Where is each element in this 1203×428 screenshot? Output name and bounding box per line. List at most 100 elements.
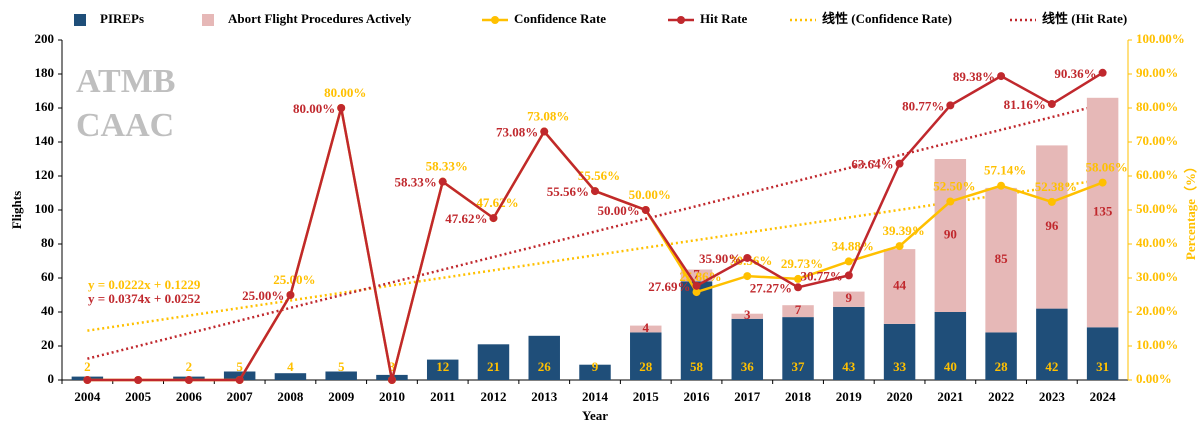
bar [680,281,713,380]
point [692,281,701,290]
legend-swatch [677,16,685,24]
y2-tick-label: 70.00% [1136,133,1178,148]
bar-label: 12 [436,359,449,374]
y2-tick-label: 30.00% [1136,269,1178,284]
point [83,376,92,384]
point-label: 73.08% [496,125,538,140]
bar [630,325,662,333]
bar [528,335,560,380]
y-tick-label: 120 [35,167,55,182]
point [1047,197,1056,206]
bar-label: 2 [84,359,91,374]
y-tick-label: 60 [41,269,54,284]
bar [985,332,1017,380]
point [489,214,498,223]
point [387,376,396,384]
point [286,291,295,299]
bar-label: 58 [690,359,704,374]
point [844,271,853,280]
y-tick-label: 180 [35,65,55,80]
bar [1036,145,1068,309]
bar-label: 135 [1093,204,1113,219]
x-tick-label: 2021 [937,389,963,404]
bar [731,318,764,380]
legend-swatch [491,16,499,24]
point [235,376,244,384]
point-label: 55.56% [547,184,589,199]
bar-label: 85 [995,251,1009,266]
y2-tick-label: 50.00% [1136,201,1178,216]
y2-tick-label: 40.00% [1136,235,1178,250]
bar [833,291,865,307]
x-tick-label: 2008 [277,389,304,404]
bar-label: 21 [487,359,500,374]
point-label: 52.50% [933,178,975,193]
y-tick-label: 0 [48,371,55,386]
legend-label: Abort Flight Procedures Actively [228,11,412,26]
bar [782,305,814,318]
y2-tick-label: 90.00% [1136,65,1178,80]
bar-label: 96 [1045,218,1059,233]
annotation: CAAC [76,107,174,144]
point-label: 89.38% [953,69,995,84]
bar [782,317,814,380]
point [743,253,752,262]
trend-equation: y = 0.0222x + 0.1229 [88,277,201,292]
bar-label: 44 [893,277,907,292]
y-tick-label: 100 [35,201,55,216]
x-tick-label: 2004 [74,389,101,404]
y-tick-label: 20 [41,337,54,352]
point [438,177,447,186]
point [997,72,1006,81]
x-tick-label: 2024 [1090,389,1117,404]
bar-label: 26 [538,359,552,374]
point [540,127,549,136]
point-label: 30.77% [801,268,843,283]
x-tick-label: 2011 [430,389,455,404]
bar-label: 3 [744,307,751,322]
point-label: 47.62% [476,195,518,210]
point [844,257,853,266]
point [895,159,904,168]
point-label: 29.73% [781,256,823,271]
bar [883,323,916,380]
x-tick-label: 2005 [125,389,152,404]
y2-axis-label: Percentage（%） [1183,160,1198,260]
legend-label: Hit Rate [700,11,748,26]
bar-label: 9 [846,290,853,305]
point-label: 35.90% [699,251,741,266]
bar [630,332,662,380]
y2-tick-label: 100.00% [1136,31,1185,46]
x-tick-label: 2013 [531,389,558,404]
point [946,101,955,110]
x-tick-label: 2015 [633,389,660,404]
point-label: 58.33% [394,175,436,190]
bar [680,269,713,282]
point-label: 81.16% [1004,97,1046,112]
point-label: 63.64% [851,157,893,172]
bar-label: 37 [792,359,806,374]
bar [833,306,865,380]
bar [426,359,459,380]
x-tick-label: 2018 [785,389,812,404]
point-label: 58.33% [426,159,468,174]
trend-equation: y = 0.0374x + 0.0252 [88,291,200,306]
x-tick-label: 2017 [734,389,761,404]
y-tick-label: 160 [35,99,55,114]
legend-label: Confidence Rate [514,11,606,26]
point-label: 58.06% [1085,160,1127,175]
point-label: 80.77% [902,98,944,113]
bar-label: 28 [995,359,1009,374]
x-tick-label: 2006 [176,389,203,404]
bar-label: 5 [236,359,243,374]
y-axis-label: Flights [9,191,24,229]
point-label: 39.39% [882,223,924,238]
bar-label: 7 [795,302,802,317]
point-label: 55.56% [578,168,620,183]
x-tick-label: 2019 [836,389,863,404]
bar-label: 33 [893,359,907,374]
point-label: 50.00% [598,203,640,218]
point-label: 57.14% [984,163,1026,178]
bar [223,371,256,380]
